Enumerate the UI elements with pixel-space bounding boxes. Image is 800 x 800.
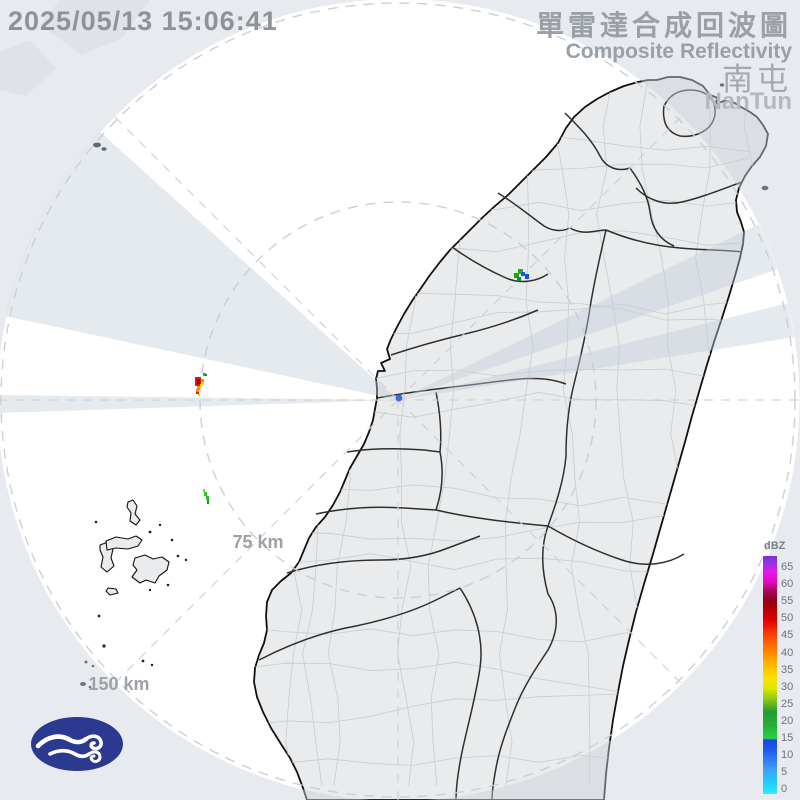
azimuth-lines xyxy=(0,116,799,800)
colorbar-tick: 10 xyxy=(781,749,794,762)
colorbar-tick: 20 xyxy=(781,714,794,727)
colorbar-unit-label: dBZ xyxy=(764,540,786,552)
colorbar-tick: 30 xyxy=(781,680,794,693)
colorbar-tick: 15 xyxy=(781,732,794,744)
range-label-150km: 150 km xyxy=(88,674,149,694)
radar-echoes xyxy=(195,269,529,504)
colorbar-tick: 60 xyxy=(781,578,794,591)
colorbar-tick: 5 xyxy=(781,766,788,779)
timestamp: 2025/05/13 15:06:41 xyxy=(8,6,278,36)
colorbar-tick: 35 xyxy=(781,663,794,676)
radar-station-marker xyxy=(395,394,403,402)
echo-cluster-central-inland xyxy=(514,269,529,281)
range-label-75km: 75 km xyxy=(232,532,283,552)
colorbar-tick: 25 xyxy=(781,697,794,710)
echo-cluster-west-offshore xyxy=(195,373,207,396)
penghu-islands xyxy=(99,499,170,596)
colorbar-tick: 45 xyxy=(781,629,794,642)
colorbar-tick: 50 xyxy=(781,612,794,625)
colorbar-tick: 40 xyxy=(781,646,794,659)
station-name-zh: 南屯 xyxy=(722,62,792,97)
colorbar-tick: 55 xyxy=(781,595,794,608)
echo-cluster-southwest-offshore xyxy=(203,489,209,504)
page-title-zh: 單雷達合成回波圖 xyxy=(535,10,792,41)
cwb-logo xyxy=(31,717,123,771)
page-title-en: Composite Reflectivity xyxy=(565,40,792,63)
faded-coast-shapes xyxy=(0,0,150,96)
station-name-en: NanTun xyxy=(704,88,792,115)
small-islets xyxy=(80,83,769,689)
beam-blockage-wedges xyxy=(0,131,795,413)
colorbar-tick: 65 xyxy=(781,561,794,573)
county-boundaries xyxy=(258,89,743,800)
dbz-colorbar xyxy=(763,556,777,794)
colorbar-tick: 0 xyxy=(781,783,788,796)
